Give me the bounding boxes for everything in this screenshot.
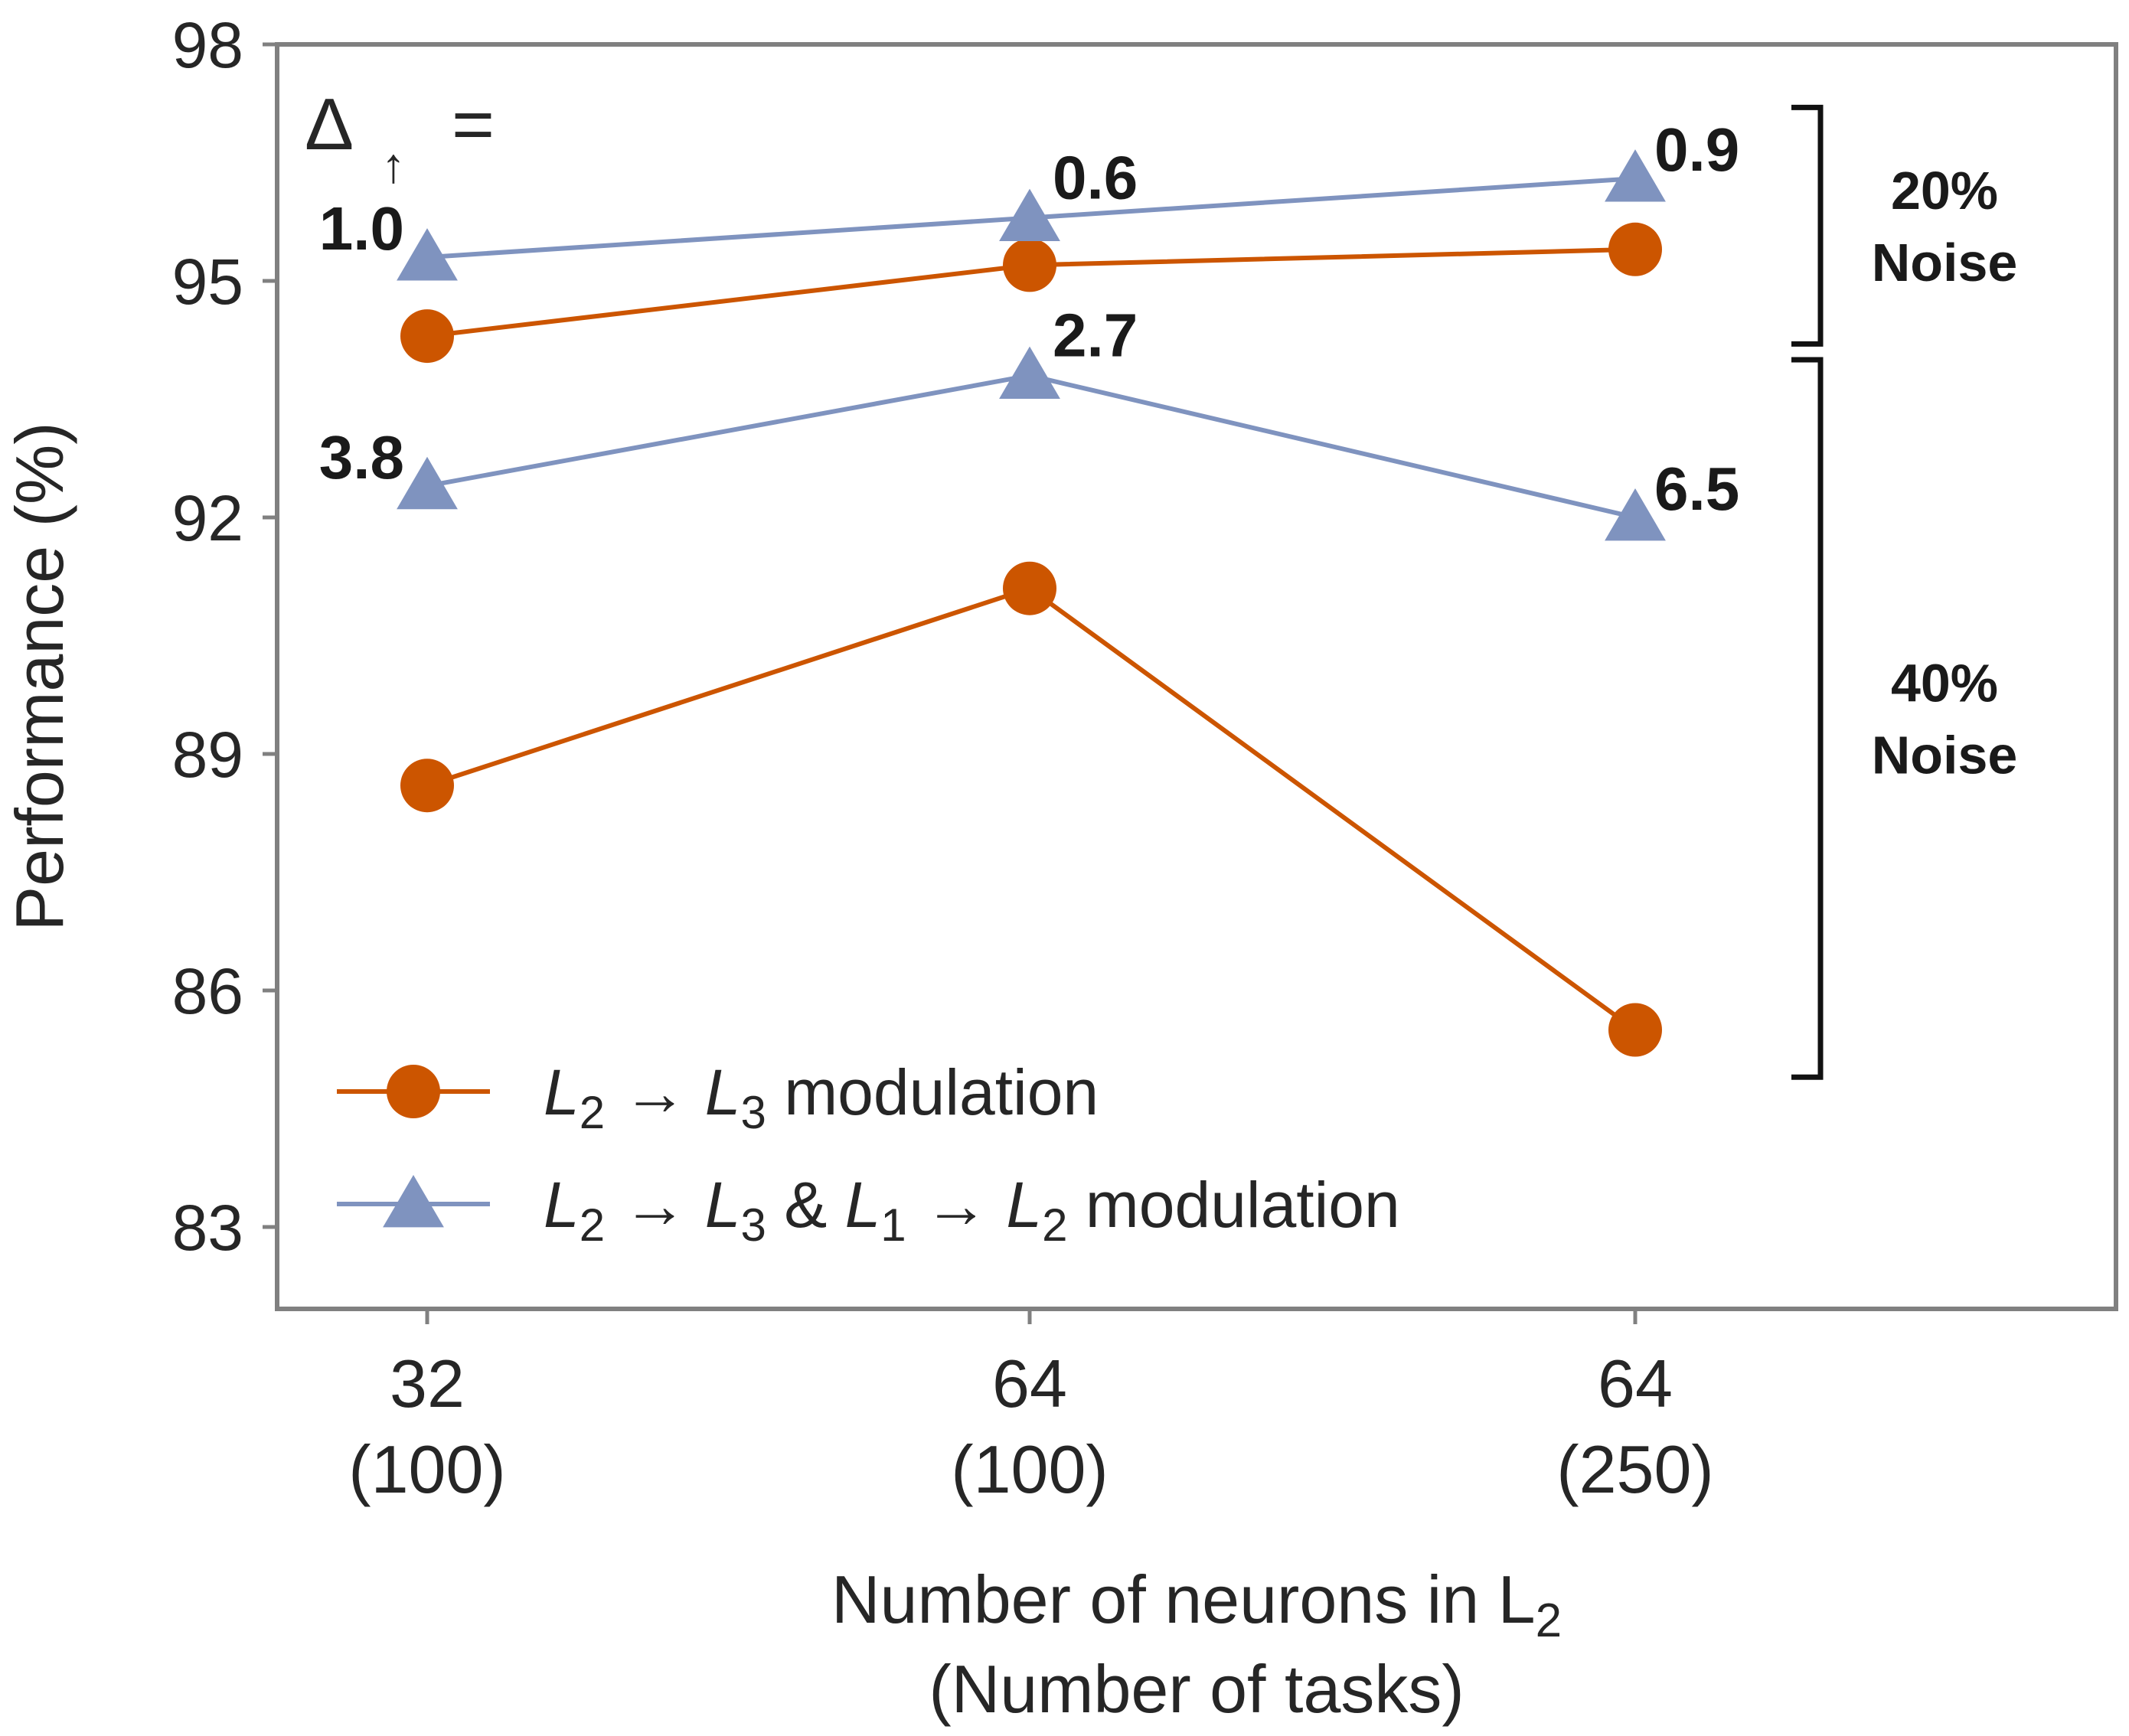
y-tick-label: 95 (172, 246, 243, 318)
legend-label-part: 1 (880, 1199, 906, 1251)
y-tick-label: 83 (172, 1192, 243, 1264)
legend-label-part: L (705, 1169, 741, 1241)
delta-value-label: 0.9 (1654, 116, 1739, 184)
delta-value-label: 1.0 (319, 194, 404, 263)
delta-value-label: 6.5 (1654, 455, 1739, 523)
legend-label-part: modulation (766, 1056, 1099, 1128)
x-tick-label-tasks: (100) (348, 1431, 505, 1507)
delta-labels: 1.0 0.6 0.9 3.8 2.7 6.5 (319, 116, 1739, 523)
legend-label-part: 3 (741, 1087, 766, 1138)
x-axis-label-subscript: 2 (1536, 1594, 1562, 1647)
y-tick-label: 98 (172, 9, 243, 81)
legend-label-part: → (605, 1169, 705, 1241)
data-point-circle (387, 1065, 440, 1118)
legend-label-part: 2 (1042, 1199, 1067, 1251)
x-tick-label-neurons: 32 (390, 1346, 465, 1421)
bracket-label-percent: 20% (1891, 161, 1998, 220)
series-orange-2 (400, 561, 1662, 1057)
delta-title: Δ ↑ = (305, 83, 495, 193)
data-point-circle (400, 309, 454, 364)
y-tick-label: 89 (172, 719, 243, 791)
delta-arrow: ↑ (381, 138, 406, 193)
x-tick-label-tasks: (100) (951, 1431, 1108, 1507)
legend-label-part: L (705, 1056, 741, 1128)
bracket-label-noise: Noise (1872, 726, 2018, 785)
data-point-triangle (1605, 488, 1666, 541)
bracket-label-percent: 40% (1891, 654, 1998, 713)
x-axis-label-line2: (Number of tasks) (929, 1651, 1464, 1727)
series-orange-0 (400, 222, 1662, 364)
plot-frame (275, 42, 2118, 1311)
data-point-circle (400, 759, 454, 813)
data-point-circle (1003, 561, 1056, 615)
legend-label-part: → (906, 1169, 1007, 1241)
legend-label: L2 → L3 modulation (544, 1056, 1099, 1138)
delta-value-label: 2.7 (1053, 302, 1138, 370)
series-blue-1 (397, 149, 1666, 281)
data-point-circle (1608, 222, 1662, 276)
data-point-circle (1608, 1003, 1662, 1057)
legend-label-part: L (1006, 1169, 1042, 1241)
legend-label-part: 2 (580, 1087, 605, 1138)
data-point-circle (1003, 238, 1056, 292)
legend-label-part: L (544, 1056, 580, 1128)
y-tick-label: 86 (172, 955, 243, 1027)
legend-label-part: → (605, 1056, 705, 1128)
y-axis-label: Performance (%) (2, 422, 77, 931)
noise-brackets: 20% Noise 40% Noise (1791, 104, 2018, 1080)
x-axis-label-main: Number of neurons in L (831, 1561, 1536, 1637)
x-axis-label: Number of neurons in L2 (831, 1561, 1562, 1647)
data-point-triangle (397, 456, 458, 510)
x-axis: 32 (100) 64 (100) 64 (250) (348, 1309, 1714, 1507)
delta-value-label: 0.6 (1053, 144, 1138, 212)
bracket-label-noise: Noise (1872, 233, 2018, 292)
bracket-line (1791, 104, 1824, 347)
legend-label-part: L (845, 1169, 881, 1241)
legend-entry: L2 → L3 modulation (337, 1056, 1099, 1138)
legend-label-part: & (766, 1169, 845, 1241)
series-blue-3 (397, 346, 1666, 541)
y-axis: 98 95 92 89 86 83 (172, 9, 277, 1264)
legend-label-part: 2 (580, 1199, 605, 1251)
y-tick-label: 92 (172, 482, 243, 554)
delta-equals: = (452, 83, 495, 165)
data-point-triangle (999, 188, 1060, 241)
legend-label-part: L (544, 1169, 580, 1241)
noise-bracket: 20% Noise (1791, 104, 2018, 347)
series-layer (397, 149, 1666, 1057)
data-point-triangle (397, 228, 458, 281)
bracket-line (1791, 357, 1824, 1080)
delta-value-label: 3.8 (319, 423, 404, 491)
legend-entry: L2 → L3 & L1 → L2 modulation (337, 1169, 1400, 1251)
x-tick-label-neurons: 64 (992, 1346, 1067, 1421)
noise-bracket: 40% Noise (1791, 357, 2018, 1080)
x-tick-label-neurons: 64 (1598, 1346, 1673, 1421)
data-point-triangle (383, 1175, 444, 1228)
legend-label-part: 3 (741, 1199, 766, 1251)
series-line (426, 586, 1637, 1032)
data-point-triangle (999, 346, 1060, 399)
legend-label: L2 → L3 & L1 → L2 modulation (544, 1169, 1400, 1251)
x-tick-label-tasks: (250) (1556, 1431, 1713, 1507)
legend-label-part: modulation (1067, 1169, 1399, 1241)
data-point-triangle (1605, 149, 1666, 202)
delta-symbol: Δ (305, 83, 354, 165)
